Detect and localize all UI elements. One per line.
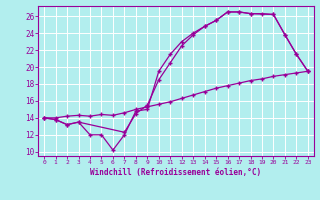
- X-axis label: Windchill (Refroidissement éolien,°C): Windchill (Refroidissement éolien,°C): [91, 168, 261, 177]
